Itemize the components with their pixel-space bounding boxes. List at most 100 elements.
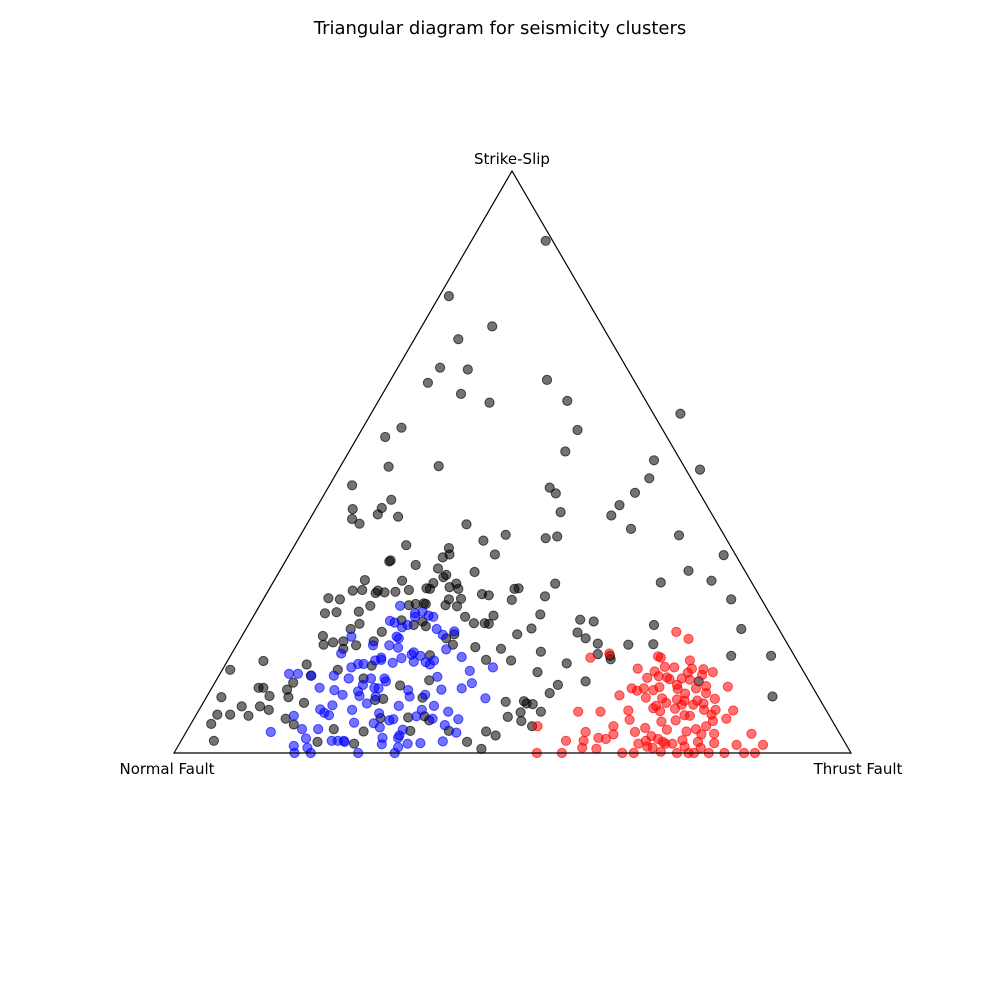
data-point-red [661,672,673,683]
data-point-black [580,676,591,687]
data-point-black [397,575,408,586]
data-point-red [670,715,681,726]
data-point-blue [456,683,467,694]
data-point-black [440,600,451,611]
data-point-red [655,746,666,757]
data-point-black [478,535,489,546]
data-point-black [365,600,376,611]
data-point-blue [404,691,415,702]
data-point-black [351,640,362,651]
data-point-black [312,736,323,748]
data-point-red [646,731,657,742]
data-point-black [550,488,561,499]
data-point-black [736,623,747,635]
data-point-black [469,566,480,578]
data-point-black [370,587,381,599]
data-point-black [401,540,412,551]
data-point-red [624,714,635,725]
data-point-black [512,629,523,640]
data-point-black [562,395,573,406]
data-point-red [653,671,664,682]
data-point-blue [449,626,460,637]
data-point-black [359,575,370,586]
data-point-blue [314,682,325,693]
data-point-black [357,584,368,596]
data-point-red [532,721,543,732]
data-point-red [604,648,615,659]
data-point-black [500,529,511,540]
data-point-black [354,618,365,629]
vertex-label-normal-fault: Normal Fault [119,760,214,778]
data-point-black [540,235,551,246]
data-point-black [509,583,520,595]
data-point-blue [393,642,404,653]
data-point-black [258,655,269,667]
data-point-black [726,594,737,605]
data-point-black [516,715,527,727]
data-point-black [629,487,641,498]
data-points [206,235,778,759]
data-point-black [580,633,591,644]
data-point-black [212,709,223,720]
data-point-black [433,461,444,472]
data-point-black [393,511,404,522]
data-point-blue [415,738,426,749]
data-point-red [640,722,651,734]
data-point-black [461,519,472,530]
data-point-black [323,593,334,604]
data-point-black [588,616,599,627]
data-point-black [555,506,566,518]
data-point-black [298,697,310,709]
data-point-blue [402,619,413,631]
data-point-blue [284,668,295,679]
data-point-red [623,705,634,716]
data-point-red [640,692,652,703]
data-point-blue [402,738,413,749]
data-point-black [383,461,394,472]
data-point-red [600,733,612,745]
data-point-red [642,672,653,684]
data-point-blue [361,698,372,709]
data-point-black [575,614,586,625]
data-point-red [653,651,664,662]
data-point-red [706,709,717,720]
data-point-black [376,502,387,514]
data-point-blue [313,724,324,735]
data-point-black [481,726,492,737]
data-point-blue [416,704,427,716]
data-point-blue [393,742,404,753]
data-point-black [468,618,479,629]
data-point-red [679,695,690,706]
data-point-black [216,692,227,703]
data-point-black [358,726,369,737]
data-point-black [500,696,511,707]
data-point-black [380,431,391,443]
data-point-black [648,619,660,631]
data-point-black [455,593,467,604]
data-point-blue [328,670,339,681]
data-point-red [629,726,641,738]
data-point-red [591,743,602,755]
chart-title: Triangular diagram for seismicity cluste… [313,18,687,39]
data-point-blue [391,631,402,642]
data-point-black [614,500,625,511]
data-point-black [488,610,499,621]
data-point-blue [292,668,303,679]
data-point-black [532,667,543,678]
data-point-black [673,530,685,541]
data-point-black [561,658,572,669]
data-point-black [347,585,358,596]
data-point-black [243,710,254,721]
data-point-red [701,688,712,699]
data-point-black [606,510,617,521]
data-point-black [403,584,414,596]
data-point-black [347,513,358,525]
data-point-black [263,704,274,716]
data-point-blue [315,704,326,715]
data-point-black [506,594,517,606]
data-point-black [435,362,446,373]
data-point-black [254,701,266,712]
data-point-black [767,691,778,702]
data-point-black [301,659,312,670]
